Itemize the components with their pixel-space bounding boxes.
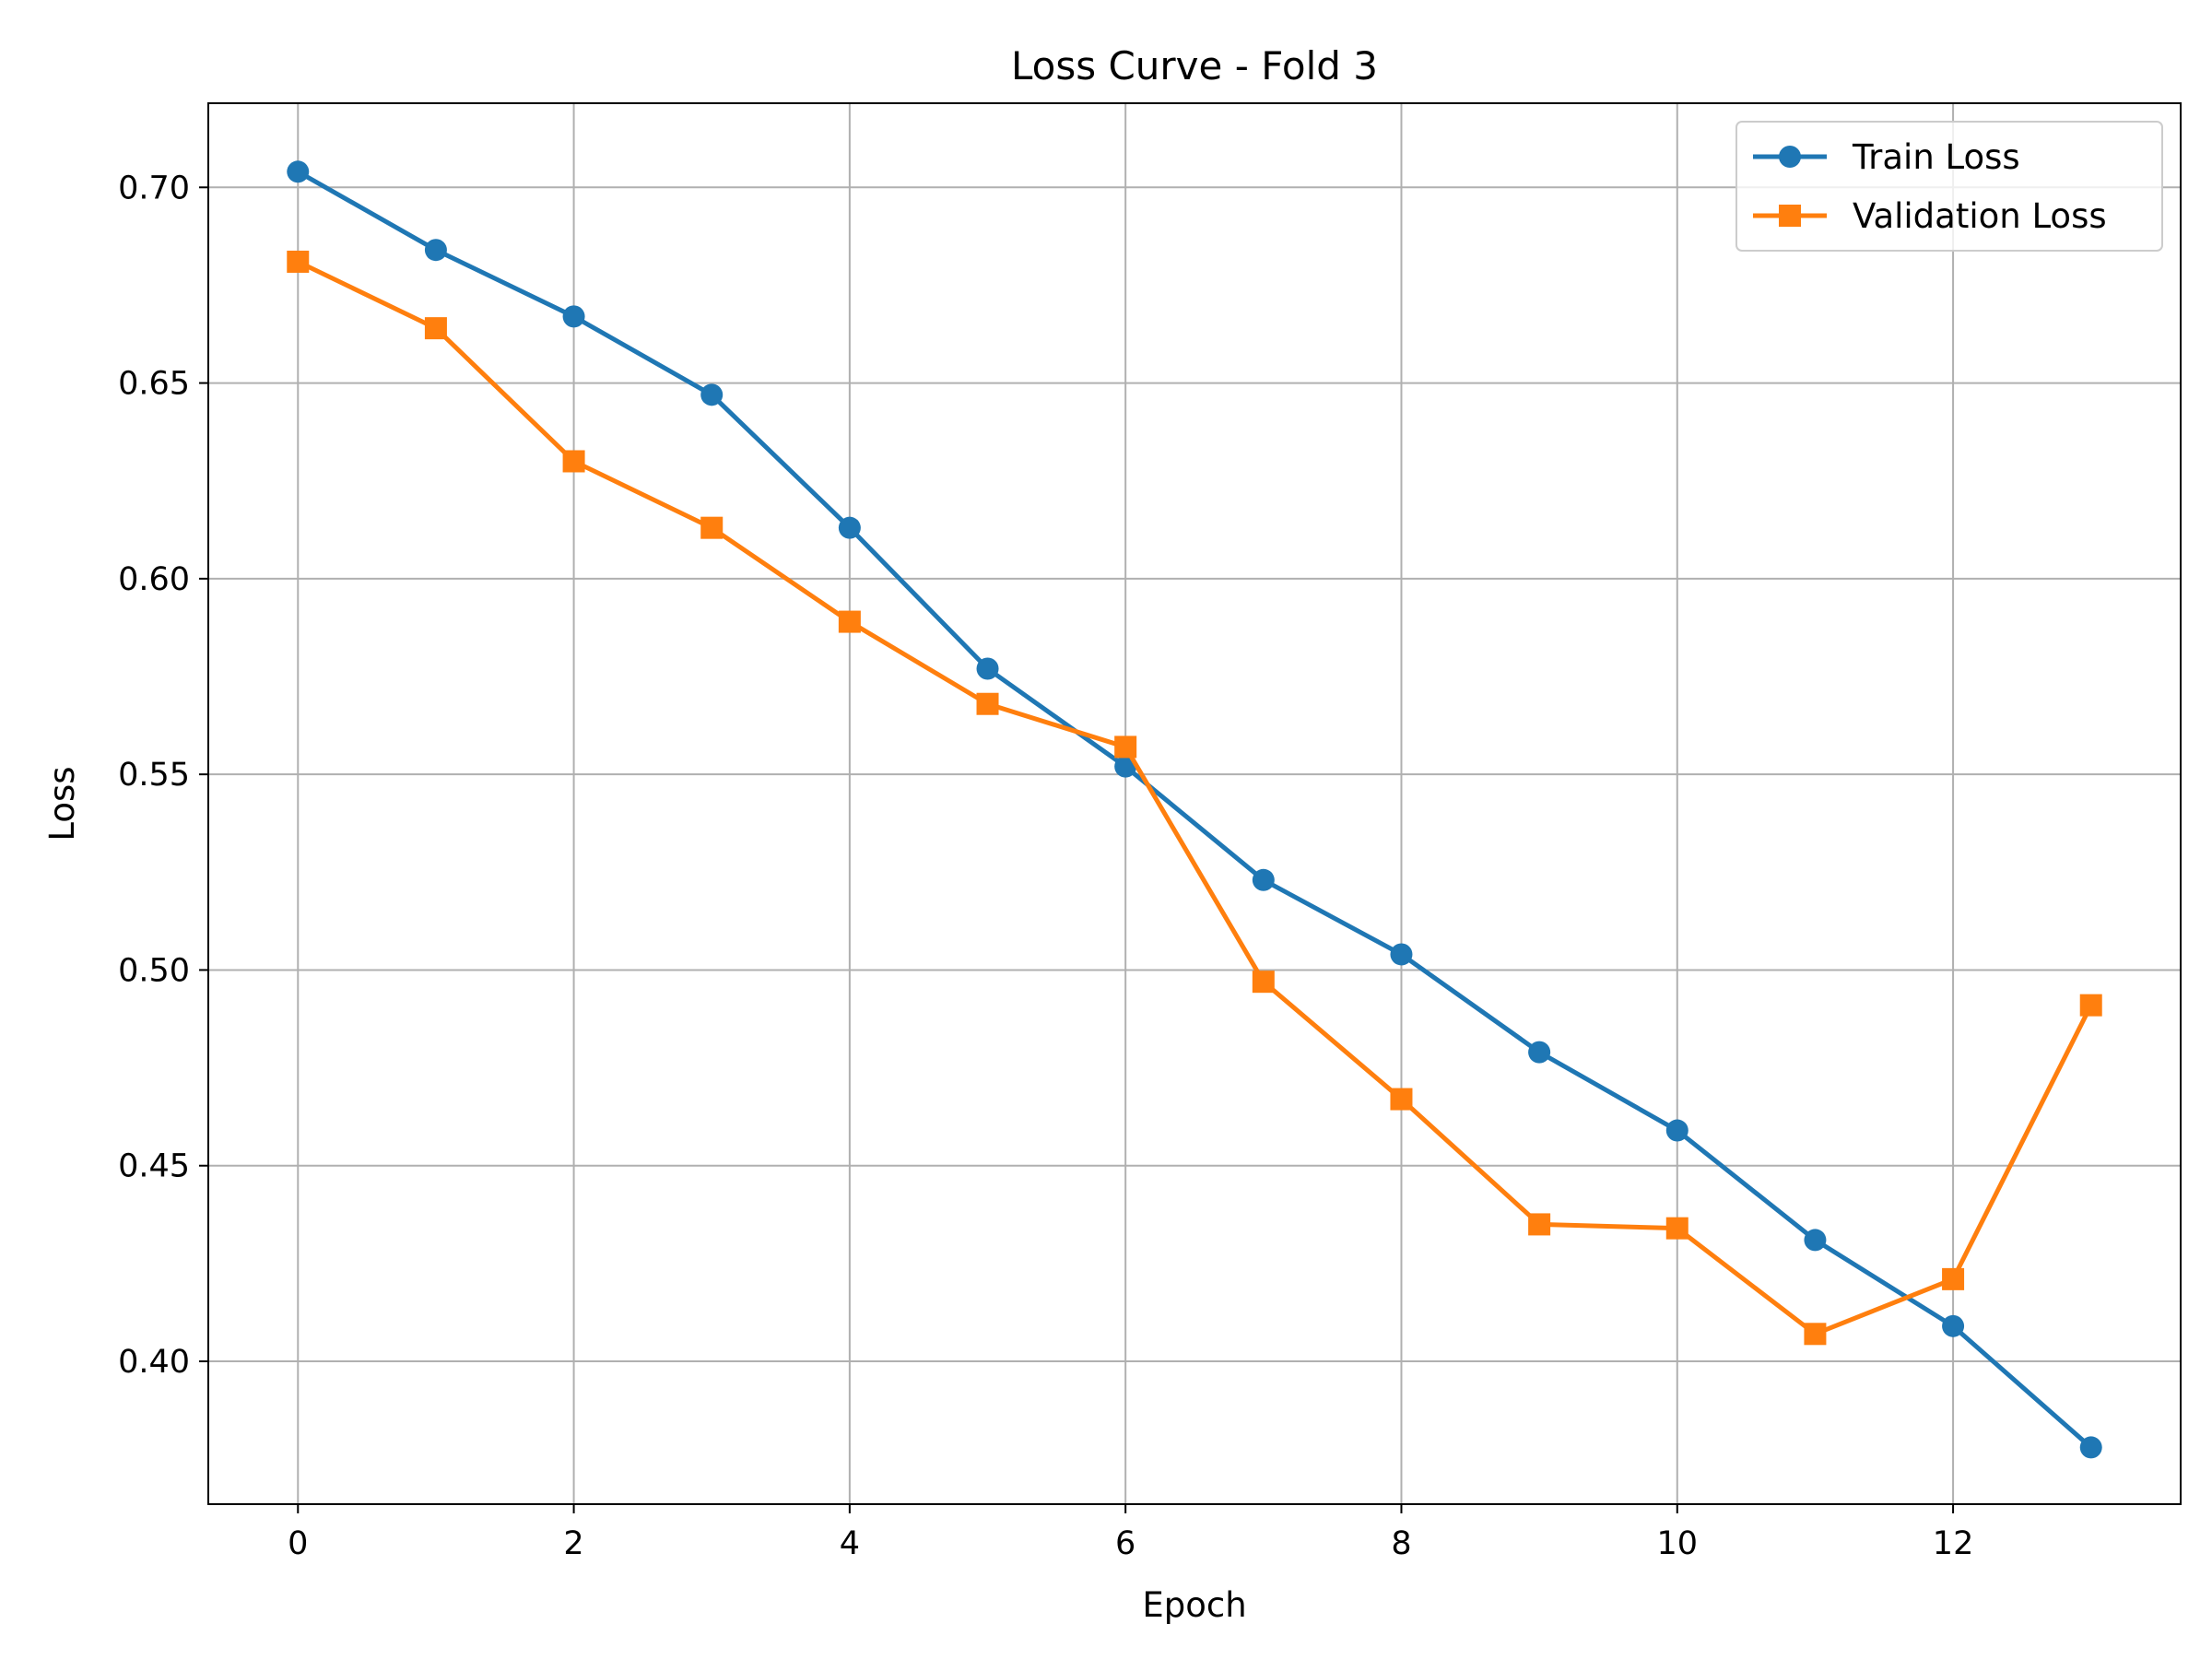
train-loss-point — [700, 383, 724, 406]
train-loss-series — [287, 160, 2102, 1459]
train-loss-point — [976, 657, 999, 680]
y-axis-label: Loss — [42, 766, 82, 841]
y-tick-label: 0.70 — [118, 170, 190, 206]
legend-label: Train Loss — [1852, 137, 2020, 177]
validation-loss-point — [287, 250, 310, 273]
x-tick-label: 8 — [1391, 1525, 1411, 1562]
train-loss-point — [2079, 1436, 2102, 1459]
legend-item-train-loss: Train Loss — [1753, 137, 2020, 177]
validation-loss-point — [976, 692, 999, 715]
x-tick-label: 2 — [563, 1525, 583, 1562]
grid — [208, 103, 2181, 1504]
x-tick-label: 12 — [1933, 1525, 1974, 1562]
y-tick-label: 0.40 — [118, 1344, 190, 1381]
validation-loss-point — [700, 516, 724, 539]
validation-loss-point — [1528, 1213, 1551, 1236]
y-axis-ticks: 0.40 0.45 0.50 0.55 0.60 0.65 0.70 — [118, 170, 208, 1381]
legend-swatch-marker — [1779, 146, 1801, 168]
x-tick-label: 10 — [1657, 1525, 1699, 1562]
x-axis-ticks: 0 2 4 6 8 10 12 — [288, 1504, 1973, 1562]
validation-loss-point — [562, 450, 585, 473]
y-tick-label: 0.65 — [118, 366, 190, 403]
plot-frame — [207, 102, 2182, 1505]
validation-loss-point — [1804, 1323, 1827, 1346]
x-tick-label: 0 — [288, 1525, 308, 1562]
train-loss-point — [424, 239, 447, 262]
series-group — [287, 160, 2102, 1459]
x-tick-label: 4 — [840, 1525, 860, 1562]
validation-loss-point — [1942, 1267, 1965, 1290]
validation-loss-point — [2079, 994, 2102, 1017]
legend-swatch-marker — [1779, 205, 1801, 227]
y-tick-label: 0.60 — [118, 561, 190, 598]
validation-loss-point — [424, 317, 447, 340]
train-loss-point — [1804, 1229, 1827, 1252]
validation-loss-point — [1665, 1217, 1688, 1240]
train-loss-point — [1665, 1119, 1688, 1142]
validation-loss-point — [838, 610, 861, 633]
train-loss-point — [562, 305, 585, 328]
legend-box — [1735, 121, 2163, 252]
y-tick-label: 0.55 — [118, 757, 190, 794]
train-loss-point — [838, 516, 861, 539]
validation-loss-series — [287, 250, 2102, 1346]
validation-loss-line — [294, 258, 2095, 1336]
x-tick-label: 6 — [1115, 1525, 1135, 1562]
chart-title: Loss Curve - Fold 3 — [1011, 43, 1378, 88]
legend: Train Loss Validation Loss — [1735, 121, 2163, 252]
train-loss-point — [1114, 755, 1137, 778]
x-axis-label: Epoch — [1142, 1585, 1246, 1625]
train-loss-point — [1528, 1041, 1551, 1064]
train-loss-line — [294, 168, 2095, 1451]
train-loss-point — [1252, 868, 1275, 891]
y-tick-label: 0.50 — [118, 952, 190, 989]
train-loss-point — [1390, 943, 1413, 966]
train-loss-point — [287, 160, 310, 183]
validation-loss-point — [1390, 1088, 1413, 1111]
train-loss-point — [1942, 1314, 1965, 1337]
legend-label: Validation Loss — [1853, 196, 2107, 236]
y-tick-label: 0.45 — [118, 1148, 190, 1185]
validation-loss-point — [1252, 971, 1275, 994]
legend-item-validation-loss: Validation Loss — [1753, 196, 2107, 236]
validation-loss-point — [1114, 735, 1137, 759]
